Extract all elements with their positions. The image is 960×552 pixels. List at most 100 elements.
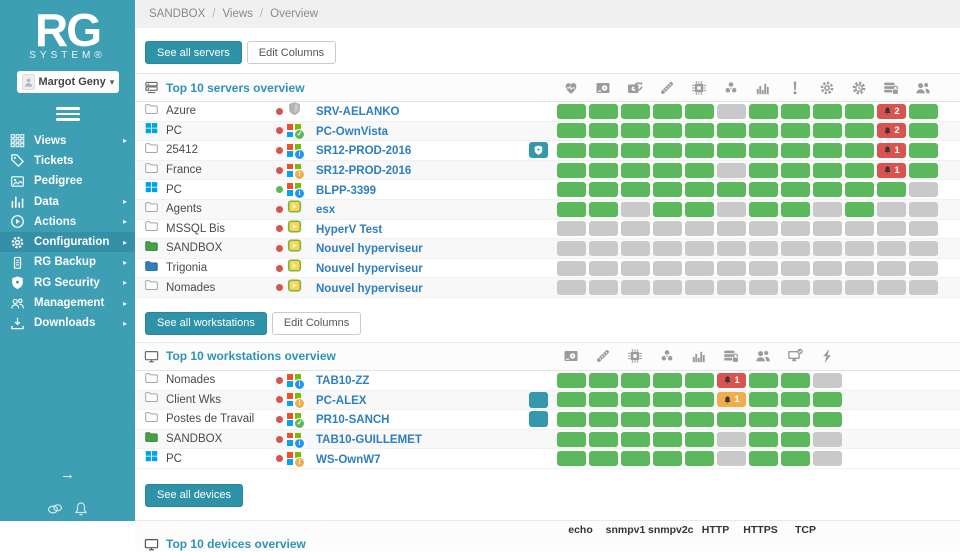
status-cell-na[interactable] [685, 221, 714, 237]
status-cell-na[interactable] [877, 260, 906, 276]
user-selector[interactable]: Margot Geny ▾ [16, 71, 119, 93]
group-cell[interactable]: Agents [135, 200, 276, 219]
status-cell-na[interactable] [557, 221, 586, 237]
see-all-servers-button[interactable]: See all servers [145, 41, 242, 64]
status-cell-na[interactable] [781, 240, 810, 256]
device-link[interactable]: SR12-PROD-2016 [316, 165, 412, 178]
status-cell-na[interactable] [621, 280, 650, 296]
group-cell[interactable]: France [135, 161, 276, 180]
status-cell-na[interactable] [845, 280, 874, 296]
status-cell-ok[interactable] [685, 123, 714, 139]
status-cell-ok[interactable] [845, 162, 874, 178]
status-cell-ok[interactable] [621, 392, 650, 408]
sidebar-item-configuration[interactable]: Configuration ▸ [0, 231, 135, 253]
status-cell-ok[interactable] [749, 372, 778, 388]
status-cell-na[interactable] [589, 260, 618, 276]
collapse-arrow[interactable]: → [60, 466, 75, 483]
status-cell-ok[interactable] [557, 162, 586, 178]
status-cell-na[interactable] [621, 201, 650, 217]
status-cell-ok[interactable] [845, 103, 874, 119]
status-cell-na[interactable] [717, 103, 746, 119]
status-cell-na[interactable] [557, 240, 586, 256]
sidebar-item-downloads[interactable]: Downloads ▸ [0, 313, 135, 333]
status-cell-ok[interactable] [589, 451, 618, 467]
status-cell-ok[interactable] [781, 392, 810, 408]
status-cell-ok[interactable] [621, 103, 650, 119]
bell-icon[interactable] [73, 501, 89, 517]
device-link[interactable]: TAB10-ZZ [316, 375, 370, 388]
status-cell-na[interactable] [621, 221, 650, 237]
see-all-devices-button[interactable]: See all devices [145, 483, 243, 507]
sidebar-item-actions[interactable]: Actions ▸ [0, 212, 135, 232]
status-cell-alert-critical[interactable]: 1 [717, 372, 746, 388]
status-cell-na[interactable] [557, 280, 586, 296]
status-cell-alert-critical[interactable]: 1 [877, 162, 906, 178]
status-cell-alert-warning[interactable]: 1 [717, 392, 746, 408]
status-cell-ok[interactable] [909, 142, 938, 158]
status-cell-na[interactable] [749, 221, 778, 237]
status-cell-na[interactable] [653, 280, 682, 296]
sidebar-item-rg-backup[interactable]: RG Backup ▸ [0, 252, 135, 272]
status-cell-na[interactable] [717, 260, 746, 276]
status-cell-na[interactable] [845, 221, 874, 237]
status-cell-na[interactable] [909, 201, 938, 217]
status-cell-ok[interactable] [749, 103, 778, 119]
status-cell-na[interactable] [589, 280, 618, 296]
status-cell-ok[interactable] [845, 182, 874, 198]
status-cell-na[interactable] [653, 240, 682, 256]
status-cell-na[interactable] [877, 201, 906, 217]
group-cell[interactable]: Trigonia [135, 259, 276, 278]
status-cell-na[interactable] [653, 260, 682, 276]
status-cell-ok[interactable] [749, 182, 778, 198]
status-cell-na[interactable] [813, 372, 842, 388]
device-link[interactable]: esx [316, 204, 336, 217]
group-cell[interactable]: Nomades [135, 278, 276, 297]
status-cell-ok[interactable] [813, 123, 842, 139]
device-link[interactable]: PR10-SANCH [316, 414, 390, 427]
sidebar-item-tickets[interactable]: Tickets [0, 151, 135, 171]
status-cell-ok[interactable] [621, 411, 650, 427]
status-cell-na[interactable] [813, 221, 842, 237]
status-cell-ok[interactable] [717, 142, 746, 158]
status-cell-ok[interactable] [749, 392, 778, 408]
status-cell-na[interactable] [621, 240, 650, 256]
device-link[interactable]: Nouvel hyperviseur [316, 243, 423, 256]
status-cell-ok[interactable] [909, 123, 938, 139]
status-cell-na[interactable] [845, 260, 874, 276]
menu-toggle[interactable] [55, 107, 80, 121]
status-cell-ok[interactable] [749, 162, 778, 178]
status-cell-ok[interactable] [621, 372, 650, 388]
status-cell-ok[interactable] [653, 201, 682, 217]
sidebar-item-views[interactable]: Views ▸ [0, 131, 135, 151]
group-cell[interactable]: Postes de Travail [135, 410, 276, 429]
status-cell-ok[interactable] [557, 182, 586, 198]
status-cell-ok[interactable] [813, 103, 842, 119]
status-cell-ok[interactable] [749, 451, 778, 467]
status-cell-ok[interactable] [909, 162, 938, 178]
status-cell-ok[interactable] [685, 411, 714, 427]
edit-server-columns-button[interactable]: Edit Columns [246, 41, 337, 64]
status-cell-ok[interactable] [685, 103, 714, 119]
group-cell[interactable]: PC [135, 180, 276, 199]
status-cell-ok[interactable] [557, 431, 586, 447]
status-cell-ok[interactable] [653, 162, 682, 178]
status-cell-ok[interactable] [781, 201, 810, 217]
device-link[interactable]: SR12-PROD-2016 [316, 145, 412, 158]
status-cell-na[interactable] [589, 221, 618, 237]
status-cell-alert-critical[interactable]: 2 [877, 103, 906, 119]
group-cell[interactable]: Nomades [135, 371, 276, 390]
status-cell-na[interactable] [717, 451, 746, 467]
status-cell-ok[interactable] [685, 182, 714, 198]
status-cell-ok[interactable] [909, 103, 938, 119]
status-cell-ok[interactable] [877, 182, 906, 198]
status-cell-ok[interactable] [781, 162, 810, 178]
status-cell-ok[interactable] [781, 411, 810, 427]
status-cell-ok[interactable] [653, 142, 682, 158]
device-link[interactable]: TAB10-GUILLEMET [316, 434, 422, 447]
status-cell-ok[interactable] [845, 201, 874, 217]
group-cell[interactable]: PC [135, 449, 276, 468]
status-cell-na[interactable] [589, 240, 618, 256]
status-cell-na[interactable] [717, 431, 746, 447]
status-cell-na[interactable] [781, 280, 810, 296]
status-cell-ok[interactable] [621, 142, 650, 158]
